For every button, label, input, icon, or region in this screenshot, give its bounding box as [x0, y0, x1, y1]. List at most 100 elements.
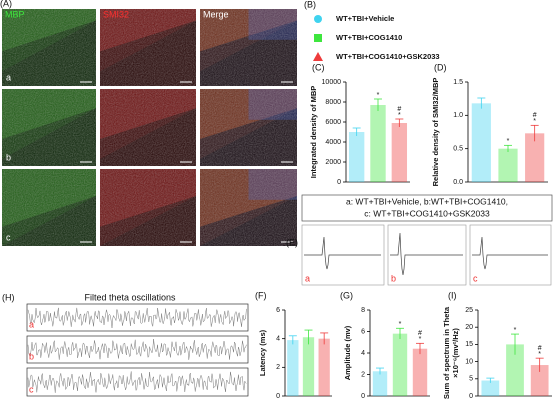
- y-tick-label: 10: [465, 358, 473, 365]
- bar: [318, 338, 330, 396]
- significance-mark: *: [399, 321, 402, 328]
- significance-mark: #: [397, 106, 401, 113]
- y-tick-label: 0: [361, 393, 365, 400]
- legend-marker: [314, 15, 322, 23]
- y-tick-label: 10000: [322, 79, 342, 86]
- panel-label: (B): [304, 0, 316, 9]
- bar: [506, 344, 524, 396]
- row-label: a: [6, 72, 11, 82]
- bar: [525, 133, 545, 182]
- theta-title: Filted theta oscillations: [84, 292, 176, 302]
- texture: [2, 89, 96, 166]
- panel-label: (I): [448, 290, 457, 300]
- texture: [200, 169, 297, 246]
- y-tick-label: 4: [361, 350, 365, 357]
- panel-label: (E): [286, 237, 298, 247]
- y-tick-label: 25: [465, 307, 473, 314]
- y-tick-label: 4: [276, 336, 280, 343]
- y-tick-label: 2000: [325, 159, 341, 166]
- y-tick-label: 8: [361, 307, 365, 314]
- legend-label: WT+TBI+COG1410: [336, 33, 402, 42]
- y-tick-label: 6: [276, 307, 280, 314]
- column-label: Merge: [203, 9, 229, 19]
- bar: [392, 333, 408, 396]
- significance-mark: *: [533, 118, 536, 125]
- y-axis-label: ×10⁻⁶(mv²/Hz): [451, 328, 460, 378]
- significance-mark: #: [418, 330, 422, 337]
- note-text: c: WT+TBI+COG1410+GSK2033: [364, 208, 490, 218]
- trace-label: b: [391, 273, 396, 283]
- panel-label: (A): [0, 0, 12, 8]
- trace-label: c: [29, 384, 34, 394]
- y-tick-label: 1.0: [453, 112, 463, 119]
- evoked-trace: [390, 232, 463, 276]
- trace-label: a: [305, 273, 310, 283]
- trace-label: c: [473, 273, 478, 283]
- bar: [348, 132, 365, 182]
- texture: [100, 89, 196, 166]
- y-axis-label: Relative density of SMI32/MBP: [431, 78, 440, 187]
- significance-mark: *: [419, 336, 422, 343]
- evoked-trace: [304, 236, 381, 270]
- y-tick-label: 5: [469, 376, 473, 383]
- significance-mark: *: [514, 327, 517, 334]
- panel-label: (C): [312, 62, 325, 72]
- row-label: c: [6, 232, 11, 242]
- panel-label: (H): [2, 292, 15, 302]
- y-tick-label: 0: [469, 393, 473, 400]
- y-axis-label: Latency (ms): [258, 329, 267, 376]
- texture: [100, 9, 196, 86]
- bar: [412, 348, 428, 396]
- bar: [530, 365, 549, 396]
- bar: [370, 105, 386, 182]
- texture: [2, 9, 96, 86]
- significance-mark: *: [507, 138, 510, 145]
- y-tick-label: 6000: [325, 119, 341, 126]
- theta-trace: [27, 307, 247, 329]
- trace-label: b: [29, 351, 34, 361]
- row-label: b: [6, 152, 11, 162]
- column-label: MBP: [5, 9, 25, 19]
- y-tick-label: 15: [465, 341, 473, 348]
- y-tick-label: 0: [276, 393, 280, 400]
- y-tick-label: 8000: [325, 99, 341, 106]
- y-tick-label: 1.5: [453, 79, 463, 86]
- evoked-trace: [472, 236, 548, 270]
- panel-label: (G): [340, 290, 353, 300]
- significance-mark: *: [377, 92, 380, 99]
- y-tick-label: 2: [276, 364, 280, 371]
- y-axis-label: Integrated density of MBP: [309, 86, 318, 179]
- significance-mark: *: [538, 351, 541, 358]
- y-tick-label: 6: [361, 328, 365, 335]
- y-tick-label: 20: [465, 324, 473, 331]
- texture: [200, 9, 297, 86]
- bar: [287, 340, 299, 396]
- bar: [302, 337, 315, 396]
- y-tick-label: 0: [337, 179, 341, 186]
- significance-mark: #: [538, 345, 542, 352]
- significance-mark: #: [533, 112, 537, 119]
- y-tick-label: 0.0: [453, 179, 463, 186]
- theta-trace: [27, 338, 247, 360]
- texture: [200, 89, 297, 166]
- y-tick-label: 2: [361, 371, 365, 378]
- panel-label: (D): [434, 62, 447, 72]
- bar: [372, 371, 388, 396]
- trace-label: a: [29, 319, 34, 329]
- column-label: SMI32: [103, 9, 129, 19]
- texture: [2, 169, 96, 246]
- note-text: a: WT+TBI+Vehicle, b:WT+TBI+COG1410,: [346, 196, 508, 206]
- legend-label: WT+TBI+COG1410+GSK2033: [336, 52, 440, 61]
- y-axis-label: Sum of spectrum in Theta: [442, 306, 451, 399]
- y-axis-label: Amplitude (mv): [343, 325, 352, 380]
- theta-trace: [27, 371, 247, 393]
- y-tick-label: 0.5: [453, 146, 463, 153]
- panel-label: (F): [255, 290, 267, 300]
- bar: [498, 148, 518, 182]
- legend-label: WT+TBI+Vehicle: [336, 14, 394, 23]
- legend-marker: [314, 34, 322, 42]
- bar: [481, 380, 500, 396]
- y-tick-label: 4000: [325, 139, 341, 146]
- bar: [391, 123, 408, 182]
